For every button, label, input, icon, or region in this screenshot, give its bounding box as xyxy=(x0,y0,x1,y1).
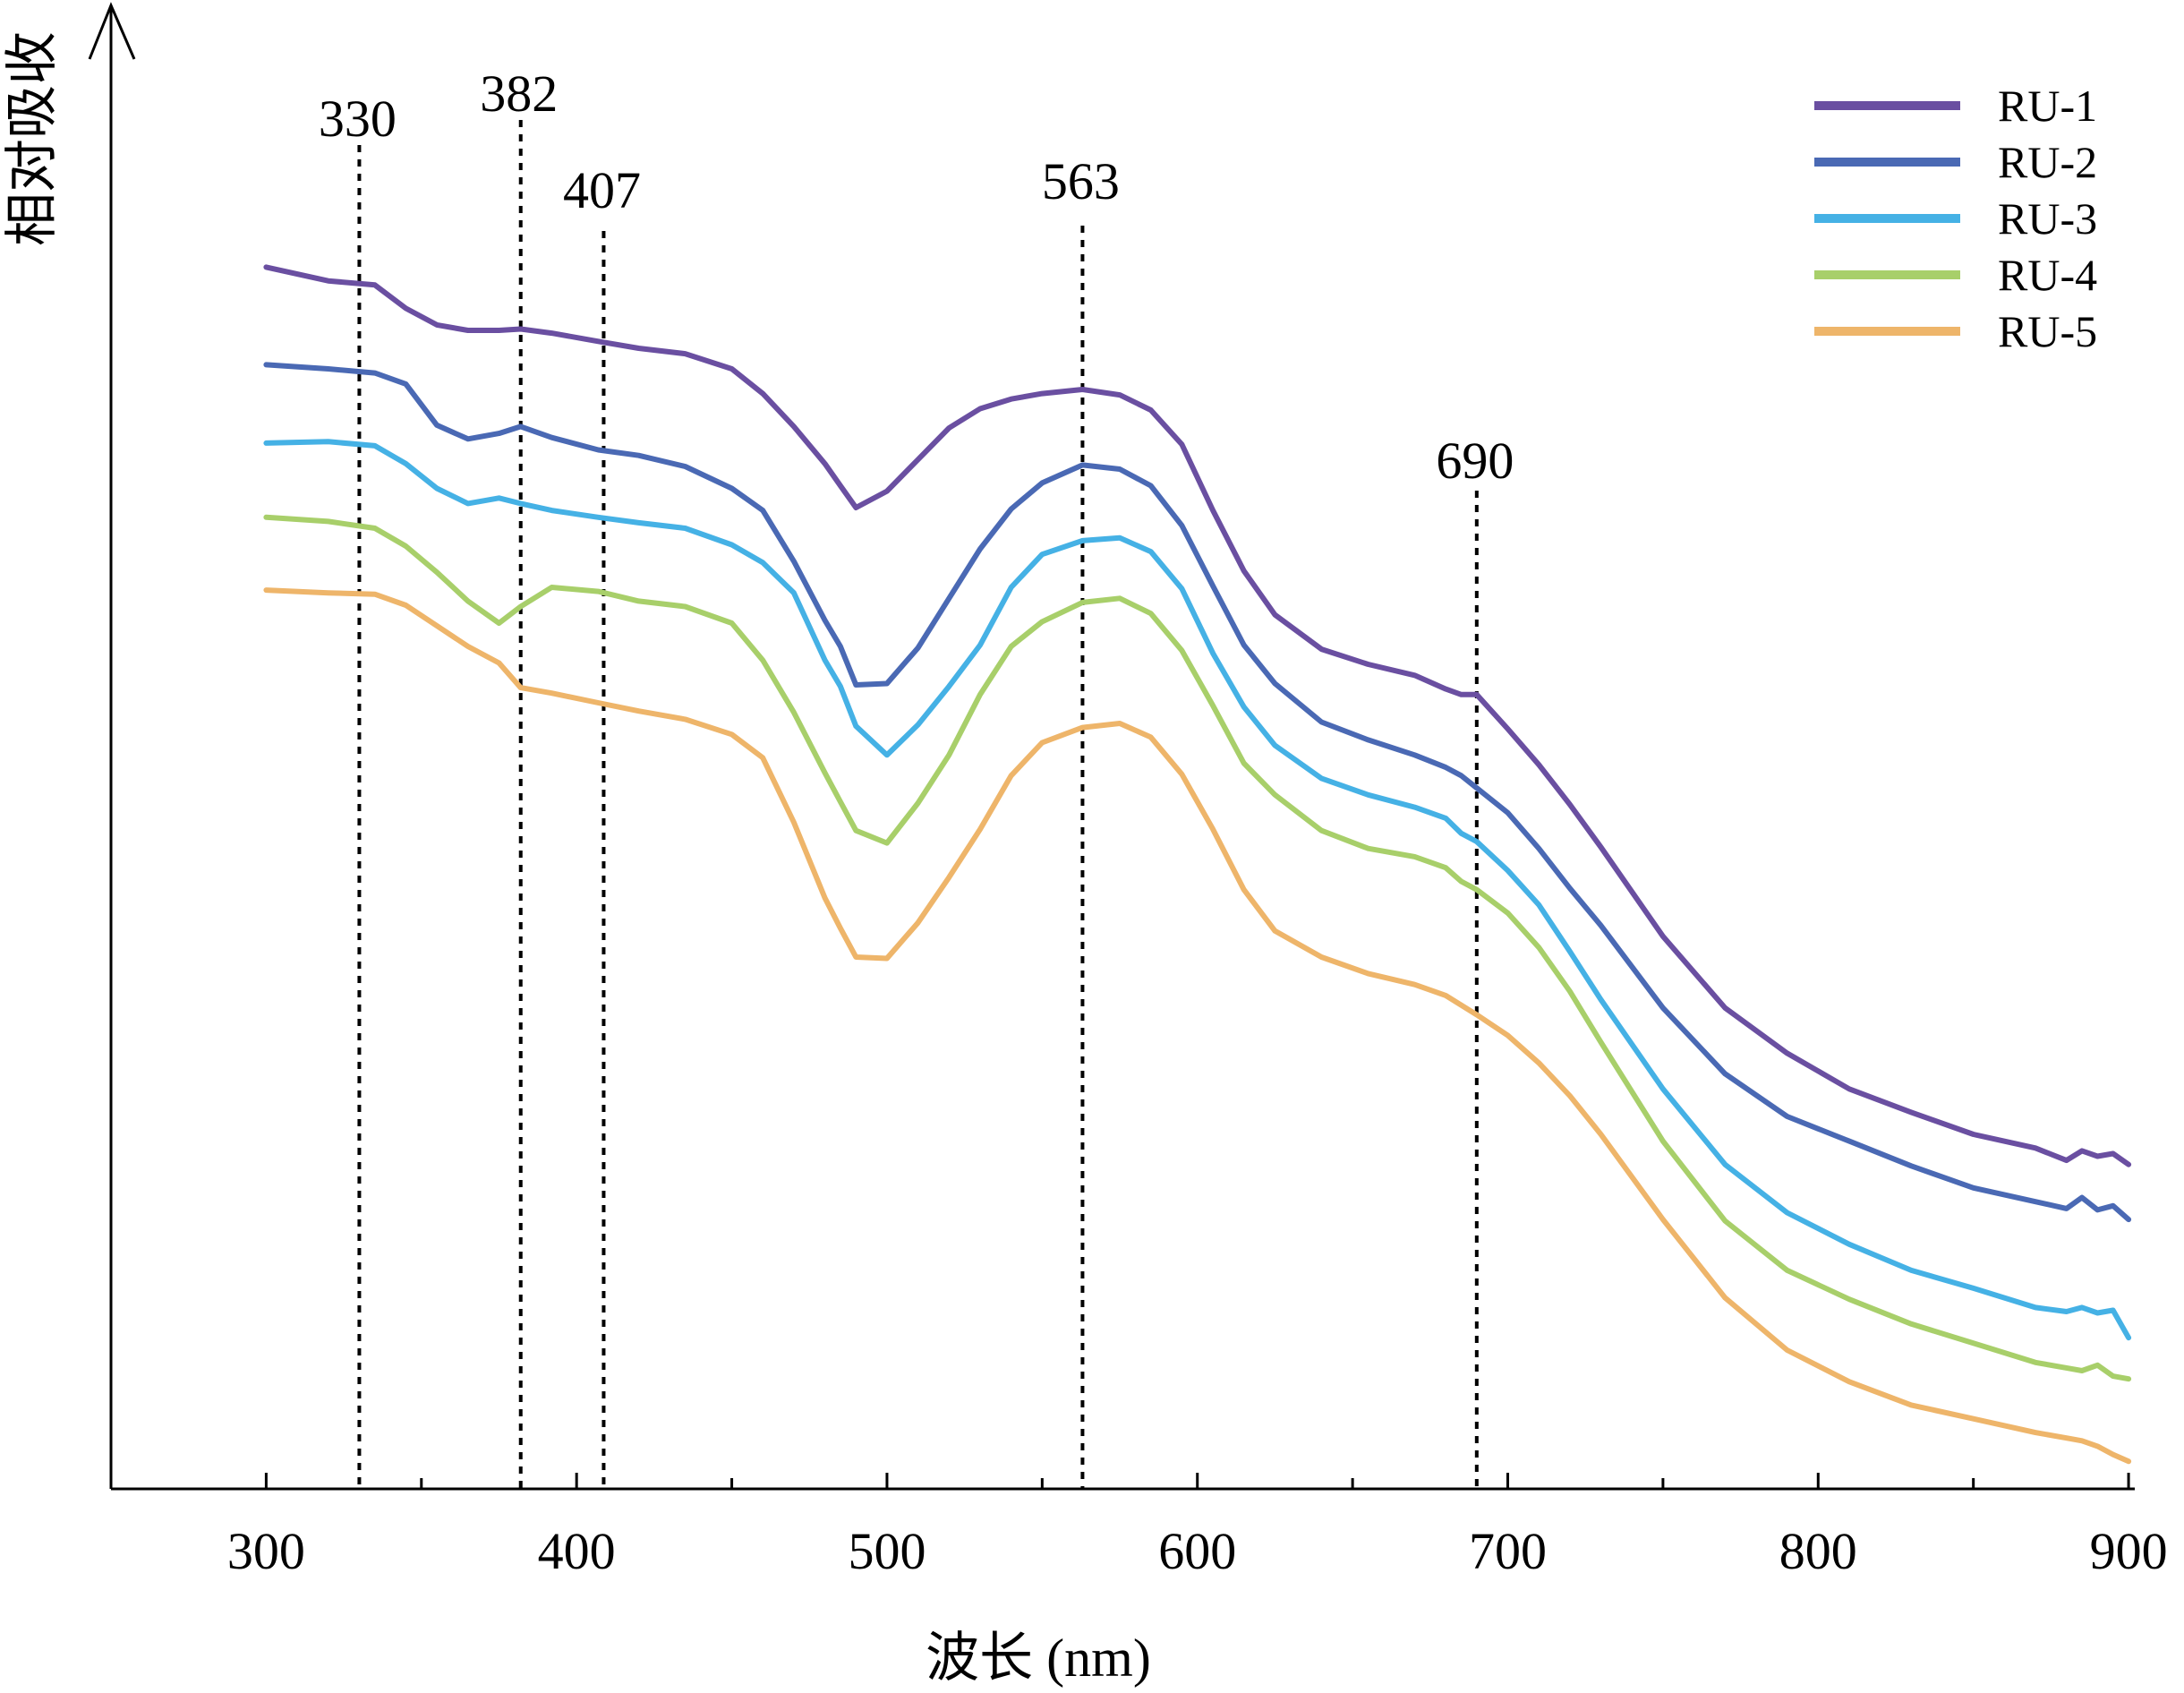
y-axis-arrow-icon xyxy=(88,2,136,60)
series-line-ru-1 xyxy=(263,264,2132,1167)
axes xyxy=(88,2,2135,1491)
peak-label: 407 xyxy=(563,161,641,219)
x-tick-label: 600 xyxy=(1158,1522,1236,1580)
legend-label: RU-2 xyxy=(1998,137,2097,187)
peak-label: 330 xyxy=(319,90,397,148)
x-tick-label: 700 xyxy=(1469,1522,1547,1580)
y-axis-title: 相对吸收 xyxy=(3,31,62,246)
series-line-ru-5 xyxy=(263,587,2132,1465)
x-tick-label: 800 xyxy=(1779,1522,1857,1580)
x-tick-label: 400 xyxy=(538,1522,616,1580)
peak-label: 382 xyxy=(480,64,558,123)
legend: RU-1 RU-2 RU-3 RU-4 RU-5 xyxy=(1814,81,2097,356)
x-tick-label: 500 xyxy=(848,1522,926,1580)
series-line-ru-2 xyxy=(263,362,2132,1223)
x-tick-label: 300 xyxy=(227,1522,305,1580)
x-axis-ticks: 300 400 500 600 700 800 900 xyxy=(227,1473,2168,1580)
series-line-ru-4 xyxy=(263,514,2132,1382)
x-tick-label: 900 xyxy=(2090,1522,2168,1580)
x-axis-title: 波长 (nm) xyxy=(926,1629,1151,1688)
peak-label: 690 xyxy=(1436,432,1514,490)
legend-label: RU-1 xyxy=(1998,81,2097,131)
peak-label: 563 xyxy=(1042,152,1120,210)
legend-label: RU-5 xyxy=(1998,306,2097,356)
spectrum-series xyxy=(263,264,2132,1465)
legend-label: RU-3 xyxy=(1998,193,2097,244)
series-line-ru-3 xyxy=(263,439,2132,1341)
legend-label: RU-4 xyxy=(1998,250,2097,300)
